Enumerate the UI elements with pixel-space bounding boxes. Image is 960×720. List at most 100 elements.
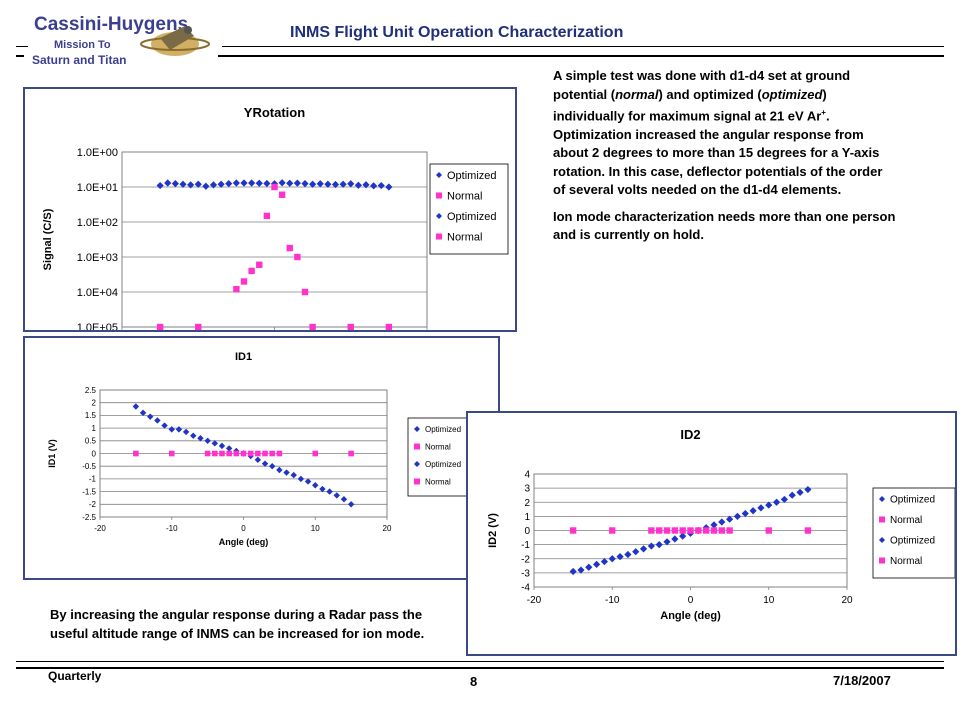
- data-point-normal: [278, 191, 286, 198]
- data-point-normal: [663, 527, 671, 534]
- header-rule-left-thick: [16, 55, 24, 57]
- data-point-normal: [255, 450, 261, 457]
- data-point-optimized: [276, 466, 283, 474]
- data-point-optimized: [240, 179, 248, 187]
- data-point-normal: [718, 527, 725, 534]
- data-point-optimized: [161, 422, 168, 429]
- cassini-huygens-logo: Cassini-Huygens Mission To Saturn and Ti…: [32, 14, 210, 67]
- desc-text: ) and optimized (: [658, 86, 762, 102]
- x-tick-label: -20: [527, 595, 542, 606]
- description-paragraph-2: Ion mode characterization needs more tha…: [553, 208, 896, 243]
- legend-box: [429, 163, 509, 255]
- y-tick-label: 1: [524, 512, 530, 523]
- chart-title: ID1: [235, 351, 252, 363]
- legend-entry: Normal: [425, 442, 451, 451]
- legend-entry: Optimized: [447, 170, 497, 182]
- legend-entry: Normal: [447, 231, 482, 243]
- y-tick-label: -1: [521, 540, 530, 551]
- legend-marker-optimized: [436, 172, 442, 178]
- legend-marker-normal: [436, 192, 442, 199]
- y-tick-label: 1.0E+02: [77, 217, 118, 229]
- data-point-optimized: [225, 445, 233, 452]
- data-point-optimized: [194, 180, 202, 188]
- y-tick-label: 1.0E+01: [77, 182, 118, 194]
- logo-line1: Cassini-Huygens: [34, 14, 188, 35]
- yrotation-chart-panel: YRotation 1.0E+00 1.0E+01 1.0E+02 1.0E+03 1.0…: [23, 87, 517, 332]
- data-point-normal: [233, 286, 240, 293]
- data-point-normal: [687, 527, 694, 534]
- desc-text: ) individually for maximum signal at 21 …: [553, 86, 827, 124]
- desc-superscript: +: [821, 108, 826, 117]
- data-point-normal: [312, 450, 319, 457]
- data-point-normal: [256, 261, 263, 268]
- y-tick-label: -2: [521, 554, 530, 565]
- data-point-optimized: [347, 501, 355, 508]
- data-point-optimized: [304, 478, 312, 485]
- desc-normal-term: normal: [615, 86, 659, 102]
- x-tick-label: -20: [94, 524, 106, 533]
- data-point-optimized: [733, 512, 742, 520]
- y-tick-label: 0: [524, 526, 530, 537]
- data-point-normal: [212, 450, 218, 457]
- data-point-optimized: [218, 442, 226, 450]
- data-point-optimized: [190, 432, 197, 439]
- data-point-optimized: [309, 180, 317, 188]
- desc-text: . Optimization increased the angular res…: [553, 108, 883, 198]
- description: A simple test was done with d1-d4 set at…: [553, 67, 898, 253]
- legend-entry: Optimized: [890, 536, 935, 547]
- id2-chart-panel: ID2 4 3 2 1 0 -1 -2 -3 -4 -20 -10 0 10 20 Angle (deg) ID…: [466, 411, 957, 656]
- data-point-normal: [219, 450, 225, 457]
- data-point-optimized: [209, 181, 218, 189]
- data-point-optimized: [370, 182, 378, 190]
- data-point-optimized: [354, 181, 362, 189]
- data-point-optimized: [202, 182, 210, 190]
- data-point-normal: [263, 212, 271, 220]
- x-axis-label: Angle (deg): [219, 537, 269, 547]
- data-point-normal: [286, 244, 293, 252]
- footnote: By increasing the angular response durin…: [50, 607, 425, 641]
- data-point-optimized: [331, 180, 340, 189]
- data-point-optimized: [385, 183, 393, 191]
- y-tick-label: 2: [524, 498, 530, 509]
- id1-chart-panel: ID1 2.5 2 1.5 1 0.5 0 -0.5 -1 -1.5 -2 -2.5 -20 -10 0 10…: [23, 336, 500, 580]
- data-point-normal: [301, 288, 309, 296]
- data-point-normal: [656, 527, 663, 534]
- legend-entry: Normal: [890, 556, 922, 567]
- data-point-normal: [240, 450, 247, 457]
- data-point-normal: [710, 527, 718, 534]
- y-tick-label: 0: [92, 449, 97, 458]
- plot-area: [121, 151, 428, 328]
- data-point-optimized: [639, 545, 648, 553]
- y-tick-label: 4: [524, 470, 530, 481]
- data-point-optimized: [577, 566, 585, 574]
- y-tick-label: 2: [92, 399, 97, 408]
- legend-box: [872, 487, 955, 579]
- data-point-optimized: [283, 469, 290, 476]
- desc-text: A simple test was done with d1-d4 set at…: [553, 68, 851, 102]
- y-tick-label: 0.5: [85, 437, 97, 446]
- data-point-optimized: [347, 180, 355, 188]
- legend-marker-optimized: [436, 213, 442, 219]
- data-point-optimized: [269, 463, 276, 470]
- data-point-normal: [695, 527, 702, 534]
- description-paragraph-1: A simple test was done with d1-d4 set at…: [553, 67, 898, 200]
- data-point-optimized: [232, 179, 240, 187]
- data-point-normal: [247, 450, 254, 457]
- data-point-optimized: [263, 179, 271, 188]
- id1-chart: ID1 2.5 2 1.5 1 0.5 0 -0.5 -1 -1.5 -2 -2.5 -20 -10 0 10…: [47, 351, 498, 547]
- y-tick-label: 1.5: [85, 411, 97, 420]
- data-point-normal: [726, 527, 733, 534]
- data-point-optimized: [132, 403, 140, 410]
- legend-entry: Normal: [890, 515, 922, 526]
- data-point-optimized: [182, 428, 190, 436]
- data-point-optimized: [225, 180, 233, 188]
- y-tick-label: -2: [89, 500, 97, 509]
- data-point-normal: [204, 450, 211, 457]
- legend-marker-optimized: [414, 426, 420, 432]
- data-point-normal: [648, 527, 655, 534]
- y-tick-label: 1: [92, 424, 97, 433]
- data-point-optimized: [255, 179, 263, 187]
- y-tick-label: -0.5: [82, 462, 96, 471]
- data-point-optimized: [139, 409, 147, 417]
- x-tick-label: 0: [241, 524, 246, 533]
